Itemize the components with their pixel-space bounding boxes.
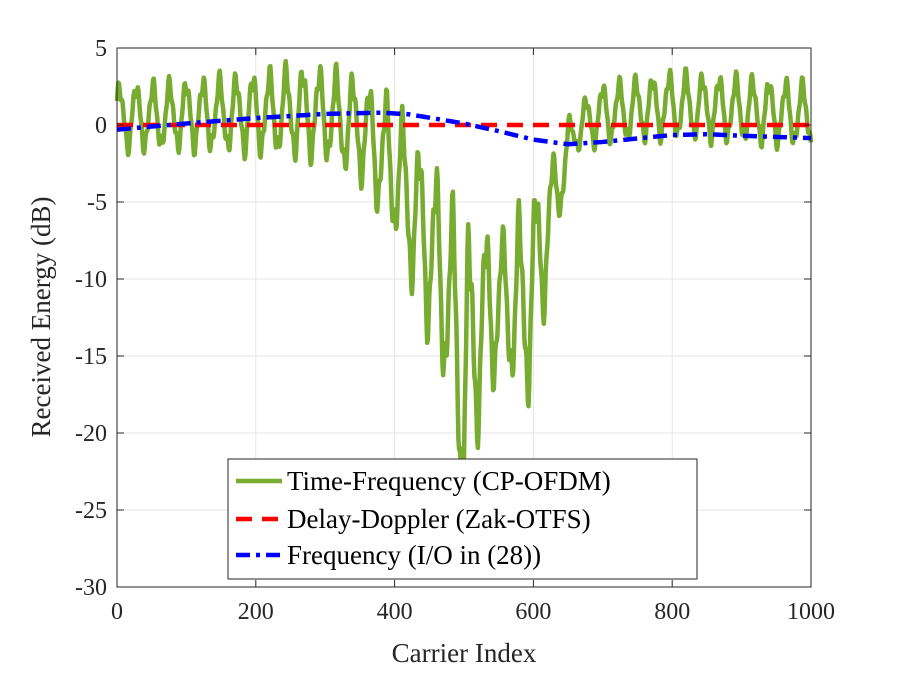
y-tick-label: 0 — [95, 113, 107, 139]
x-tick-label: 200 — [238, 599, 274, 625]
y-tick-label: -5 — [87, 190, 107, 216]
legend: Time-Frequency (CP-OFDM) Delay-Doppler (… — [227, 458, 698, 580]
series-layer — [114, 58, 814, 540]
y-tick-label: -10 — [75, 267, 107, 293]
y-tick-label: -20 — [75, 421, 107, 447]
x-tick-label: 400 — [377, 599, 413, 625]
y-axis-label: Received Energy (dB) — [26, 197, 56, 438]
legend-box — [227, 458, 698, 580]
y-tick-label: 5 — [95, 36, 107, 62]
y-tick-label: -25 — [75, 498, 107, 524]
x-axis-label: Carrier Index — [392, 638, 537, 668]
y-tick-label: -15 — [75, 344, 107, 370]
x-tick-label: 600 — [515, 599, 551, 625]
plot-frame — [116, 47, 812, 588]
series-frequency-line — [116, 110, 812, 147]
x-tick-label: 0 — [111, 599, 123, 625]
series-cp-ofdm-line — [114, 58, 814, 540]
legend-label-zak-otfs: Delay-Doppler (Zak-OTFS) — [287, 504, 591, 534]
legend-label-cp-ofdm: Time-Frequency (CP-OFDM) — [287, 466, 611, 496]
x-tick-label: 800 — [654, 599, 690, 625]
x-tick-label: 1000 — [787, 599, 835, 625]
legend-label-frequency: Frequency (I/O in (28)) — [287, 540, 541, 570]
y-tick-label: -30 — [75, 575, 107, 601]
ticks: 0 200 400 600 800 1000 5 0 -5 -10 -15 -20 -25 -30 — [75, 36, 835, 625]
